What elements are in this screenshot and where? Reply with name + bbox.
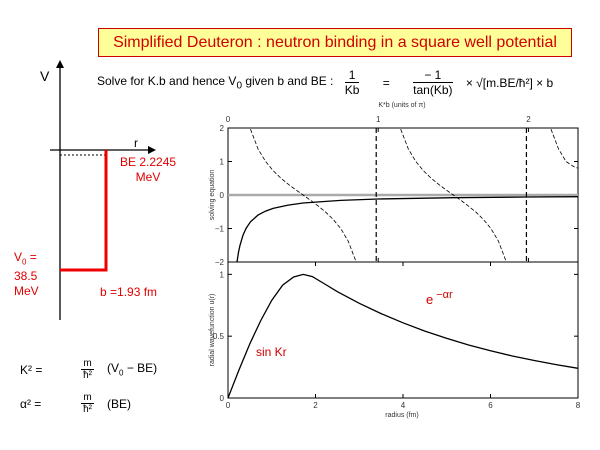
cot-curve [250,129,357,261]
square-well [60,150,108,272]
fraction-denominator: ħ² [83,370,92,381]
r-axis-label: r [134,136,138,150]
solution-curve [227,273,579,399]
v0-equals: = [26,250,37,264]
y-tick-label: −1 [215,225,225,234]
x-tick-label: 0 [226,401,231,410]
cot-curve [550,129,579,169]
cot-curve [400,129,507,261]
formula-rhs: (V0 − BE) [107,361,158,378]
annotation-exp-power: −αr [436,289,453,301]
x-tick-label: 2 [526,115,531,124]
page-title: Simplified Deuteron : neutron binding in… [98,28,572,57]
formula-fraction: m ħ² [81,392,94,415]
x-tick-label: 8 [576,401,581,410]
chart-bottom-xlabel: radius (fm) [385,412,418,419]
y-tick-label: −2 [215,258,225,267]
rhs-b: − BE) [123,361,158,376]
y-tick-label: 0.5 [213,332,225,341]
potential-well-diagram [50,60,156,320]
b-label: b =1.93 fm [100,285,158,299]
v-axis-arrow-icon [56,60,64,68]
v0-sub: 0 [22,257,27,267]
fraction-denominator: ħ² [83,404,92,415]
equation-prefix: Solve for K.b and hence V0 given b and B… [97,73,334,92]
chart-top-ylabel: solving equation [209,170,216,221]
chart-bottom-ylabel: radial wavefunction u(r) [209,294,216,367]
v0-label: V0 = 38.5 MeV [14,250,39,299]
formula-k: K² = m ħ² (V0 − BE) [20,358,157,381]
x-tick-label: 1 [376,115,381,124]
rhs-sub: 0 [119,368,124,378]
v-axis-label: V [40,68,50,84]
formula-rhs: (BE) [107,396,132,411]
y-tick-label: 0 [220,191,225,200]
equation-tail: × √[m.BE/ħ²] × b [465,75,554,90]
y-tick-label: 0 [220,394,225,403]
x-tick-label: 0 [226,115,231,124]
v0-value: 38.5 [14,269,38,284]
y-tick-label: 1 [220,270,225,279]
y-tick-label: 1 [220,158,225,167]
plot-frame [227,261,579,399]
fraction-numerator: m [81,358,94,370]
y-tick-label: 2 [220,124,225,133]
annotation-sin-kr: sin Kr [256,345,287,359]
annotation-exp-base: e [426,292,433,307]
be-label: BE 2.2245 MeV [120,155,176,185]
formula-fraction: m ħ² [81,358,94,381]
be-value: BE 2.2245 [120,155,177,169]
equals-sign: = [382,75,390,90]
solve-equation: Solve for K.b and hence V0 given b and B… [97,68,553,97]
rhs-denominator: tan(Kb) [413,83,453,97]
formula-lhs: K² = [20,362,43,377]
equation-prefix-suffix: given b and BE : [242,73,334,88]
lhs-fraction: 1 Kb [344,68,360,97]
rhs-fraction: − 1 tan(Kb) [413,68,453,97]
equation-prefix-text: Solve for K.b and hence V [97,73,237,88]
annotation-exp: e −αr [426,289,453,307]
formula-alpha: α² = m ħ² (BE) [20,392,131,415]
chart-top-xlabel: K*b (units of π) [378,102,425,109]
x-tick-label: 6 [488,401,493,410]
formula-lhs: α² = [20,396,42,411]
equation-prefix-sub: 0 [236,80,242,92]
v0-unit: MeV [14,284,39,299]
fraction-numerator: m [81,392,94,404]
rhs-numerator: − 1 [413,68,453,83]
lhs-denominator: Kb [344,83,360,97]
v0-symbol: V [14,250,23,264]
lhs-numerator: 1 [344,68,360,83]
x-tick-label: 4 [401,401,406,410]
rhs-a: (V [107,361,120,376]
solution-curve [236,196,579,263]
be-unit: MeV [135,170,161,184]
r-axis-arrow-icon [148,146,156,154]
x-tick-label: 2 [313,401,318,410]
